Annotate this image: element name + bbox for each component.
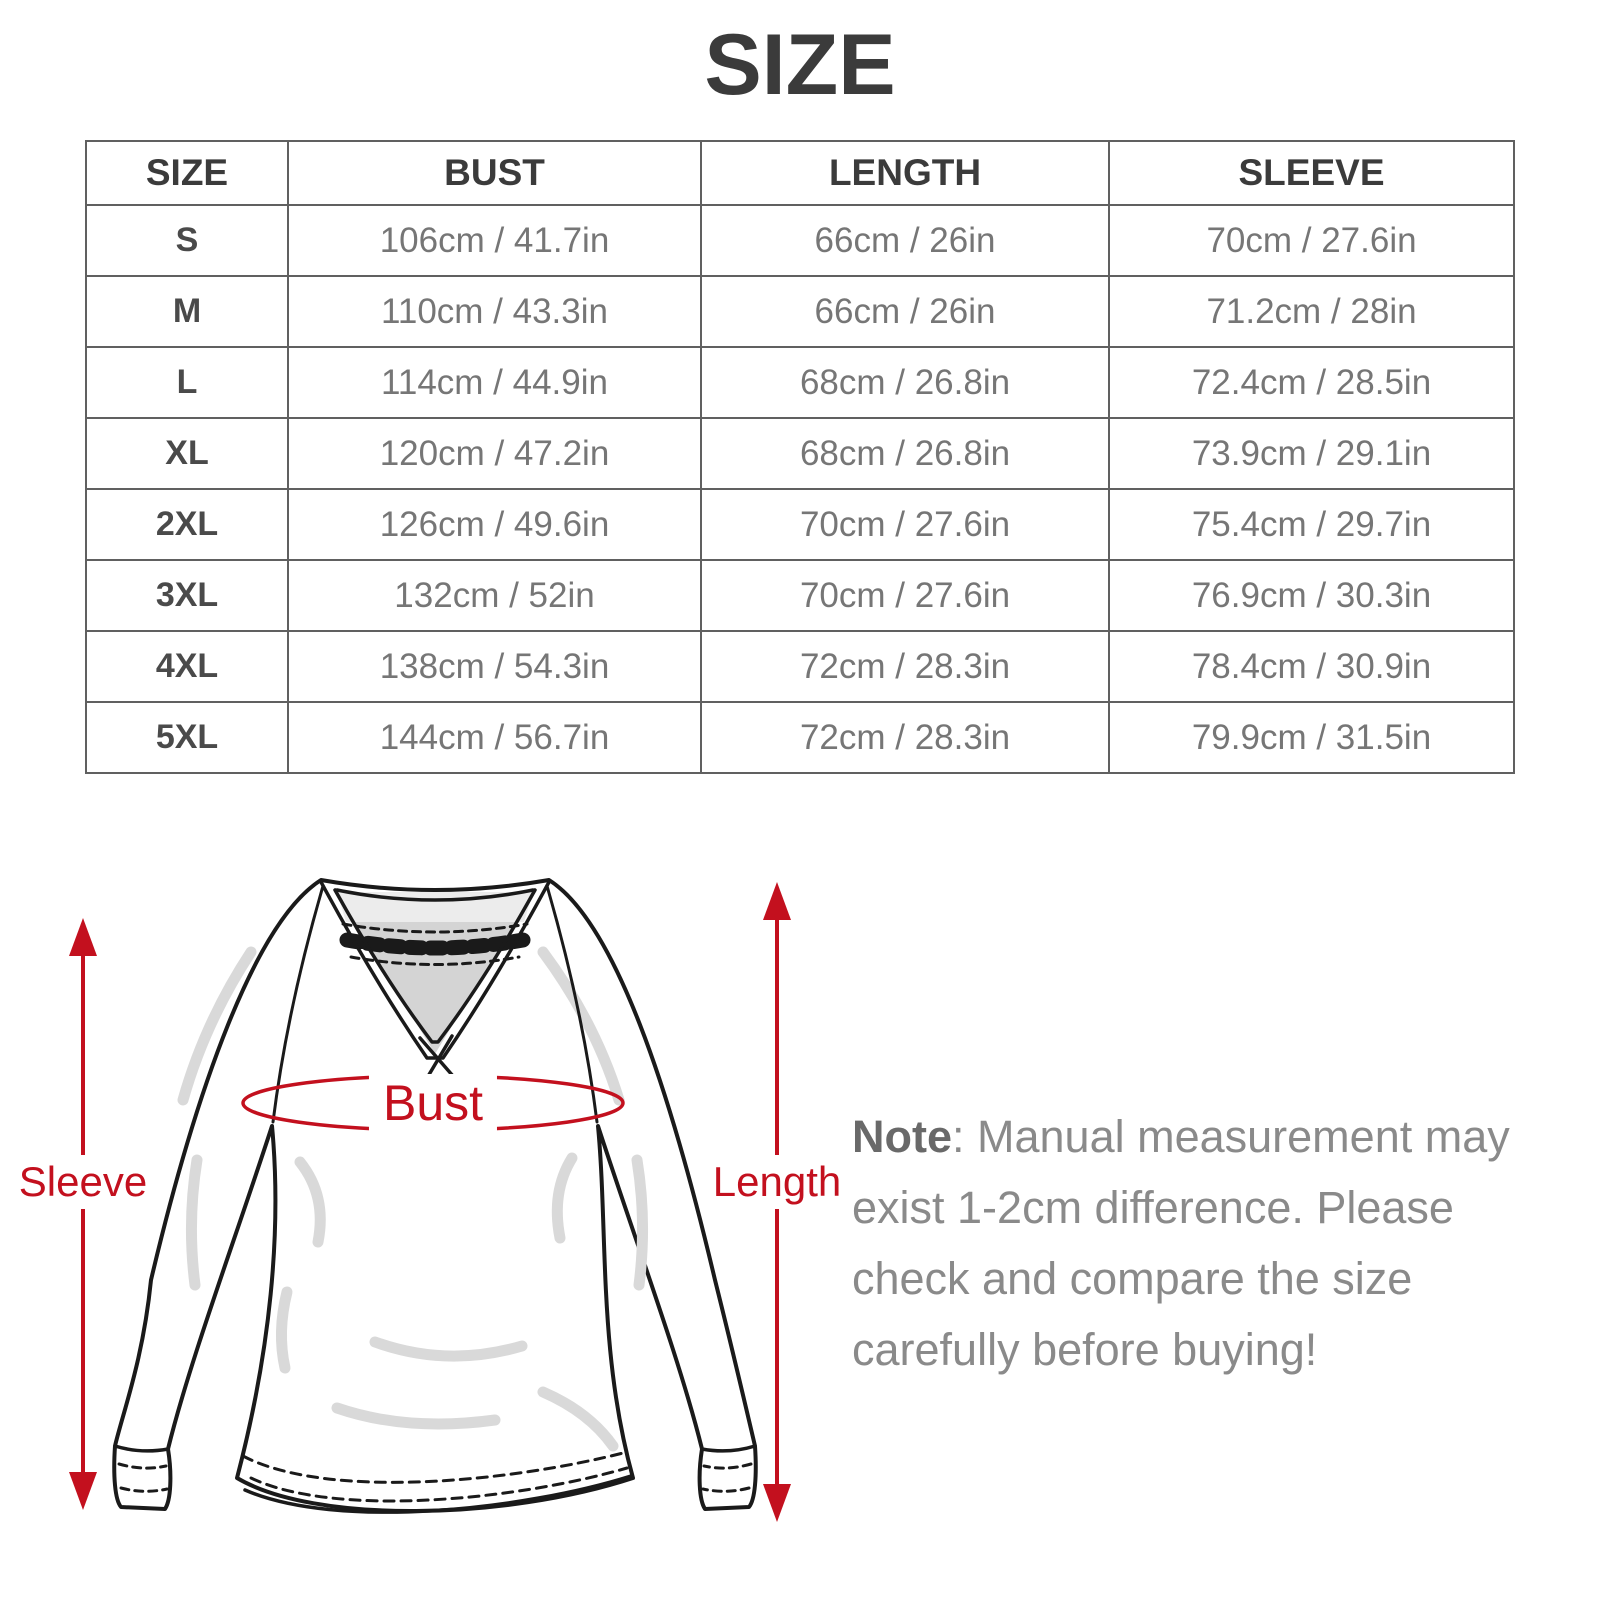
note-label: Note [852, 1111, 952, 1162]
size-cell: 2XL [85, 488, 289, 561]
collar-stitch-band [339, 922, 531, 966]
v-neck-band [319, 880, 551, 1080]
column-header-bust: BUST [287, 140, 702, 206]
neck-back-top-strip [337, 892, 533, 922]
length-cell: 72cm / 28.3in [700, 630, 1110, 703]
sleeve-cell: 70cm / 27.6in [1108, 204, 1515, 277]
note-text: Note: Manual measurement may exist 1-2cm… [852, 1101, 1516, 1385]
neck-back-panel [337, 892, 533, 1054]
table-row: XL 120cm / 47.2in 68cm / 26.8in 73.9cm /… [85, 417, 1515, 490]
length-cell: 72cm / 28.3in [700, 701, 1110, 774]
length-cell: 68cm / 26.8in [700, 346, 1110, 419]
sleeve-arrow [69, 918, 97, 1510]
table-row: S 106cm / 41.7in 66cm / 26in 70cm / 27.6… [85, 204, 1515, 277]
hem-stitching [241, 1450, 633, 1514]
length-cell: 66cm / 26in [700, 275, 1110, 348]
note-body: : Manual measurement may exist 1-2cm dif… [852, 1111, 1510, 1376]
sleeve-cell: 73.9cm / 29.1in [1108, 417, 1515, 490]
length-cell: 70cm / 27.6in [700, 559, 1110, 632]
bust-label: Bust [368, 1074, 498, 1132]
fabric-shading [177, 946, 649, 1452]
bust-cell: 144cm / 56.7in [287, 701, 702, 774]
table-row: M 110cm / 43.3in 66cm / 26in 71.2cm / 28… [85, 275, 1515, 348]
bust-cell: 138cm / 54.3in [287, 630, 702, 703]
table-header-row: SIZE BUST LENGTH SLEEVE [85, 140, 1515, 206]
size-cell: 3XL [85, 559, 289, 632]
page-title: SIZE [704, 17, 896, 113]
table-row: L 114cm / 44.9in 68cm / 26.8in 72.4cm / … [85, 346, 1515, 419]
size-cell: 4XL [85, 630, 289, 703]
size-chart-table: SIZE BUST LENGTH SLEEVE S 106cm / 41.7in… [85, 140, 1515, 774]
table-row: 2XL 126cm / 49.6in 70cm / 27.6in 75.4cm … [85, 488, 1515, 561]
size-cell: L [85, 346, 289, 419]
length-cell: 66cm / 26in [700, 204, 1110, 277]
sleeve-label: Sleeve [16, 1155, 150, 1209]
length-cell: 70cm / 27.6in [700, 488, 1110, 561]
measurement-diagram-section: Sleeve Length Bust [0, 860, 1600, 1600]
raglan-seams [271, 884, 599, 1124]
shirt-illustration [112, 878, 758, 1514]
column-header-size: SIZE [85, 140, 289, 206]
cuffs [113, 1444, 757, 1493]
bust-cell: 126cm / 49.6in [287, 488, 702, 561]
bust-cell: 110cm / 43.3in [287, 275, 702, 348]
sleeve-cell: 76.9cm / 30.3in [1108, 559, 1515, 632]
size-cell: XL [85, 417, 289, 490]
sleeve-cell: 79.9cm / 31.5in [1108, 701, 1515, 774]
sleeve-cell: 71.2cm / 28in [1108, 275, 1515, 348]
size-cell: 5XL [85, 701, 289, 774]
table-row: 5XL 144cm / 56.7in 72cm / 28.3in 79.9cm … [85, 701, 1515, 774]
size-cell: M [85, 275, 289, 348]
bust-cell: 132cm / 52in [287, 559, 702, 632]
table-row: 4XL 138cm / 54.3in 72cm / 28.3in 78.4cm … [85, 630, 1515, 703]
sleeve-cell: 72.4cm / 28.5in [1108, 346, 1515, 419]
size-cell: S [85, 204, 289, 277]
sleeve-cell: 78.4cm / 30.9in [1108, 630, 1515, 703]
length-cell: 68cm / 26.8in [700, 417, 1110, 490]
bust-cell: 120cm / 47.2in [287, 417, 702, 490]
column-header-length: LENGTH [700, 140, 1110, 206]
bust-cell: 106cm / 41.7in [287, 204, 702, 277]
table-row: 3XL 132cm / 52in 70cm / 27.6in 76.9cm / … [85, 559, 1515, 632]
column-header-sleeve: SLEEVE [1108, 140, 1515, 206]
bust-cell: 114cm / 44.9in [287, 346, 702, 419]
sleeve-cell: 75.4cm / 29.7in [1108, 488, 1515, 561]
length-label: Length [710, 1155, 844, 1209]
